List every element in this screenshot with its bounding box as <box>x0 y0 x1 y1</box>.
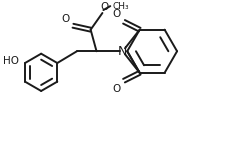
Text: N: N <box>117 45 127 58</box>
Text: CH₃: CH₃ <box>112 2 129 11</box>
Text: HO: HO <box>3 56 19 66</box>
Text: O: O <box>62 14 70 24</box>
Text: O: O <box>113 9 121 19</box>
Text: O: O <box>113 84 121 94</box>
Text: O: O <box>100 2 109 12</box>
